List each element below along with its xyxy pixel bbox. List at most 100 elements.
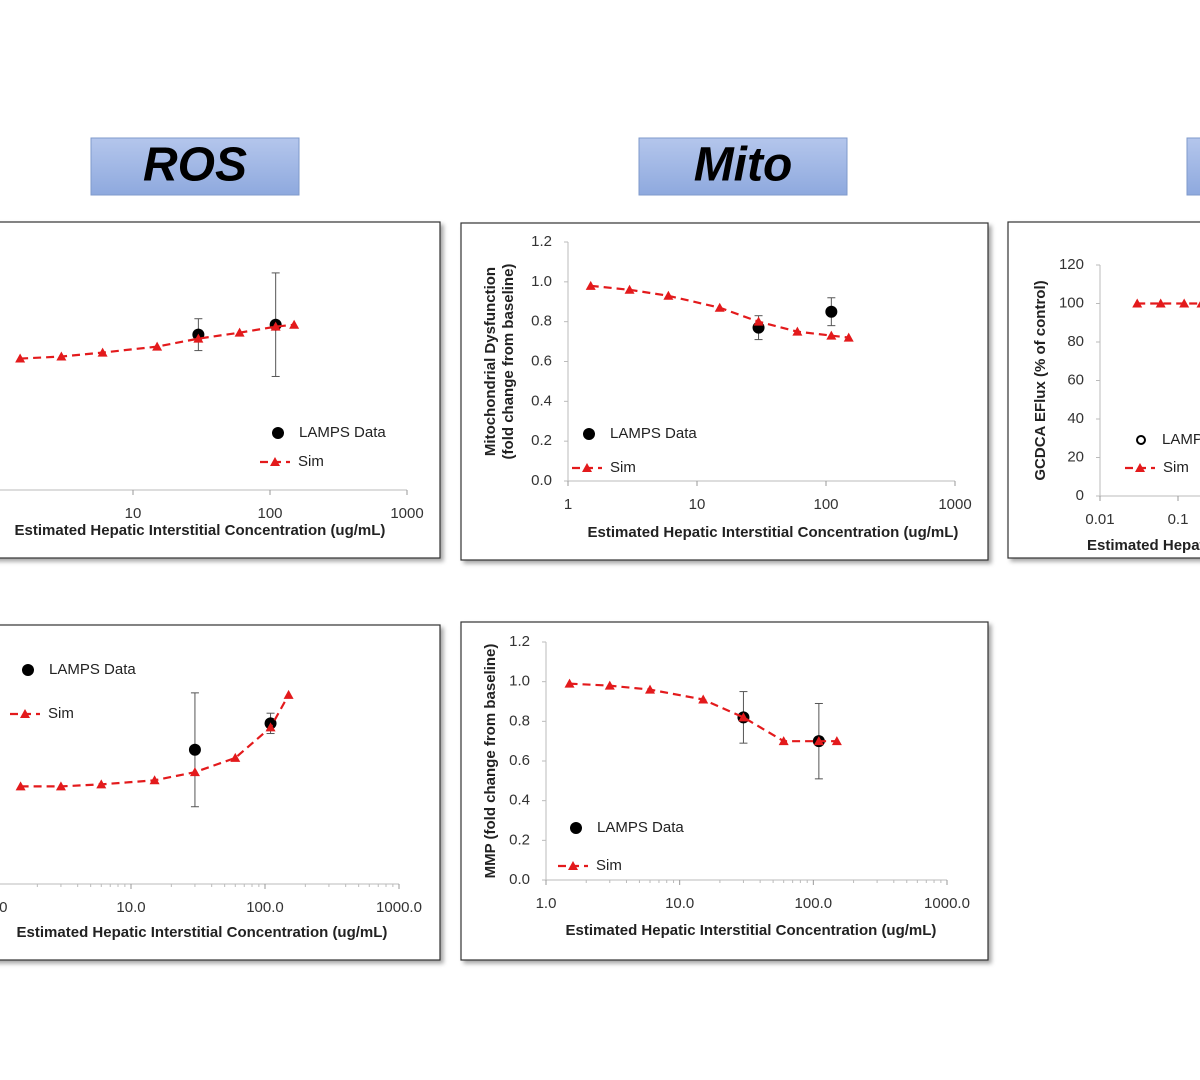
legend-label: Sim [1163, 459, 1189, 476]
x-tick-label: 0.01 [1085, 511, 1114, 528]
y-tick-label: 0.2 [531, 432, 552, 449]
legend-marker [20, 709, 30, 718]
y-tick-label: 0.8 [531, 313, 552, 330]
point [265, 722, 276, 732]
point [604, 680, 615, 690]
point [714, 302, 725, 312]
x-tick-label: 1.0 [0, 899, 7, 916]
y-tick-label: 0 [1076, 487, 1084, 504]
legend-label: LAMPS Data [49, 661, 136, 678]
point [56, 351, 67, 361]
x-axis-title: Estimated Hepatic Interstitial Concentra… [15, 522, 386, 539]
y-tick-label: 0.2 [509, 831, 530, 848]
y-axis-title: (fold change from baseline) [500, 264, 517, 460]
x-axis-title: Estimated Hepatic Interstitial Concentra… [566, 922, 937, 939]
x-tick-label: 0.1 [1168, 511, 1189, 528]
y-tick-label: 1.0 [509, 673, 530, 690]
point [149, 775, 160, 785]
point [96, 779, 107, 789]
point [189, 767, 200, 777]
legend-label: Sim [596, 857, 622, 874]
x-tick-label: 10 [689, 496, 706, 513]
legend-label: Sim [610, 459, 636, 476]
header: Mito [694, 139, 793, 192]
point [270, 321, 281, 331]
point [825, 305, 838, 318]
point [15, 353, 26, 363]
x-tick-label: 1.0 [536, 895, 557, 912]
legend-marker [583, 428, 595, 440]
y-tick-label: 0.0 [509, 871, 530, 888]
legend-marker [22, 664, 34, 676]
chart: 0 20 40 60 80 100 120 0.01 0.1 Estimated Hepatic … [1007, 221, 1200, 559]
point [738, 712, 749, 722]
x-tick-label: 10.0 [116, 899, 145, 916]
chart-frame [0, 221, 441, 559]
x-tick-label: 100 [257, 505, 282, 522]
point [826, 330, 837, 340]
header-box [638, 137, 848, 196]
legend-marker [270, 457, 280, 466]
point [698, 694, 709, 704]
point [289, 319, 300, 329]
point [813, 736, 824, 746]
y-tick-label: 1.2 [531, 233, 552, 250]
y-tick-label: 0.4 [509, 792, 530, 809]
chart-frame [0, 624, 441, 961]
sim-line [569, 682, 837, 743]
point [564, 678, 575, 688]
point [1155, 298, 1166, 308]
y-tick-label: 20 [1067, 448, 1084, 465]
legend-marker [568, 861, 578, 870]
y-tick-label: 60 [1067, 371, 1084, 388]
sim-line [20, 323, 295, 360]
chart: 0.0 0.2 0.4 0.6 0.8 1.0 1.2 1.0 10.0 100.0 1000.0 E… [460, 621, 989, 961]
chart-frame [460, 222, 989, 561]
point [1132, 298, 1143, 308]
x-tick-label: 1000 [938, 496, 971, 513]
legend-label: LAMPS Data [1162, 431, 1200, 448]
legend-marker [570, 822, 582, 834]
point [188, 743, 201, 756]
legend-marker [1135, 463, 1145, 472]
legend-label: Sim [298, 453, 324, 470]
point [843, 332, 854, 342]
header-box [90, 137, 300, 196]
x-axis-title: Estimated Hepatic Interstitial Concentra… [1087, 537, 1200, 554]
point [831, 736, 842, 746]
point [230, 752, 241, 762]
x-tick-label: 100.0 [795, 895, 833, 912]
chart: 0.0 0.2 0.4 0.6 0.8 1.0 1.2 1 10 100 1000 Estimated… [460, 222, 989, 561]
y-tick-label: 100 [1059, 294, 1084, 311]
legend-label: LAMPS Data [299, 424, 386, 441]
point [624, 284, 635, 294]
y-tick-label: 80 [1067, 333, 1084, 350]
point [585, 280, 596, 290]
point [283, 689, 294, 699]
point [193, 333, 204, 343]
y-axis-title: MMP (fold change from baseline) [482, 644, 499, 879]
point [152, 341, 163, 351]
y-tick-label: 0.0 [531, 472, 552, 489]
sim-line [590, 284, 849, 339]
header-box [1186, 137, 1200, 196]
chart-frame [1007, 221, 1200, 559]
legend-label: LAMPS Data [597, 819, 684, 836]
point [15, 781, 26, 791]
point [663, 290, 674, 300]
point [97, 347, 108, 357]
y-tick-label: 0.4 [531, 392, 552, 409]
y-tick-label: 0.6 [531, 352, 552, 369]
point [234, 327, 245, 337]
point [792, 326, 803, 336]
legend-marker [582, 463, 592, 472]
chart: 1.0 10.0 100.0 1000.0 Estimated Hepatic Inte… [0, 624, 441, 961]
x-axis-title: Estimated Hepatic Interstitial Concentra… [588, 524, 959, 541]
x-tick-label: 1000.0 [376, 899, 422, 916]
point [753, 316, 764, 326]
x-tick-label: 10.0 [665, 895, 694, 912]
x-tick-label: 1000 [390, 505, 423, 522]
header: ROS [143, 139, 247, 192]
